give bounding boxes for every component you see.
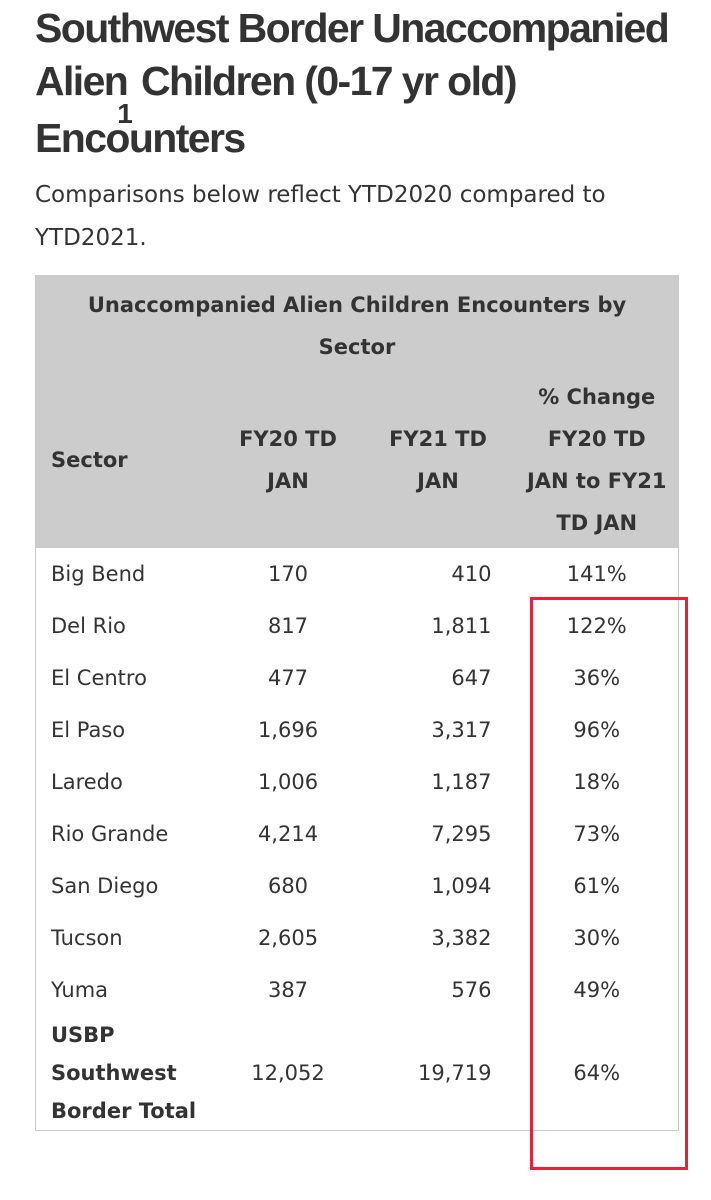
table-cell: 73% — [573, 822, 621, 846]
table-row: Tucson 2,605 3,382 30% — [36, 912, 679, 964]
table-cell: 647 — [451, 666, 492, 690]
table-cell: Rio Grande — [51, 822, 169, 846]
table-cell: Del Rio — [51, 614, 126, 638]
table-cell: 64% — [573, 1061, 621, 1085]
table-cell: 1,811 — [431, 614, 492, 638]
table-cell: 122% — [566, 614, 627, 638]
table-cell: 141% — [566, 562, 627, 586]
table-cell: 170 — [267, 562, 309, 586]
table-caption: Unaccompanied Alien Children Encounters … — [35, 275, 679, 372]
table-row: Yuma 387 576 49% — [36, 964, 679, 1016]
table-cell: 680 — [267, 874, 309, 898]
table-cell: 7,295 — [431, 822, 492, 846]
table-cell: 3,382 — [431, 926, 492, 950]
table-cell: 49% — [573, 978, 621, 1002]
table-row: San Diego 680 1,094 61% — [36, 860, 679, 912]
table-cell: 61% — [573, 874, 621, 898]
table-cell: 19,719 — [418, 1061, 492, 1085]
column-header: Sector — [35, 372, 216, 548]
table-cell: 410 — [451, 562, 492, 586]
table-cell: 18% — [573, 770, 621, 794]
table-cell: 477 — [267, 666, 309, 690]
title-text: Southwest Border Unaccompanied Alien — [35, 5, 670, 104]
table-row: Rio Grande 4,214 7,295 73% — [36, 808, 679, 860]
table-row: Big Bend 170 410 141% — [36, 548, 679, 600]
table-cell: 1,696 — [257, 718, 319, 742]
column-header: FY20 TD JAN — [215, 372, 361, 548]
table-row: Del Rio 817 1,811 122% — [36, 600, 679, 652]
title-text: Children (0-17 yr old) Encounters — [35, 58, 517, 161]
table-cell: Tucson — [51, 926, 123, 950]
table-cell: USBP Southwest Border Total — [51, 1023, 197, 1123]
table-cell: 36% — [573, 666, 621, 690]
table-row: El Paso 1,696 3,317 96% — [36, 704, 679, 756]
column-header: FY21 TD JAN — [360, 372, 516, 548]
table-cell: 1,094 — [431, 874, 492, 898]
table-cell: Yuma — [51, 978, 109, 1002]
table-cell: El Paso — [51, 718, 126, 742]
table-cell: 30% — [573, 926, 621, 950]
table-row: El Centro 477 647 36% — [36, 652, 679, 704]
table-cell: Big Bend — [51, 562, 146, 586]
table-cell: 3,317 — [431, 718, 492, 742]
table-cell: 387 — [267, 978, 309, 1002]
table-cell: 576 — [451, 978, 492, 1002]
table-cell: 2,605 — [257, 926, 319, 950]
table-cell: 96% — [573, 718, 621, 742]
highlight-box — [530, 597, 688, 1170]
table-cell: 817 — [267, 614, 309, 638]
table-cell: Laredo — [51, 770, 123, 794]
table: Unaccompanied Alien Children Encounters … — [35, 275, 679, 1131]
table-cell: 1,006 — [257, 770, 319, 794]
subtitle: Comparisons below reflect YTD2020 compar… — [35, 182, 606, 251]
table-cell: 1,187 — [431, 770, 492, 794]
table-row: Laredo 1,006 1,187 18% — [36, 756, 679, 808]
footnote-marker[interactable]: 1 — [117, 98, 133, 129]
table-cell: 12,052 — [251, 1061, 325, 1085]
table-cell: 4,214 — [257, 822, 319, 846]
column-header: % Change FY20 TD JAN to FY21 TD JAN — [515, 372, 679, 548]
table-row: USBP Southwest Border Total 12,052 19,719 6… — [36, 1016, 679, 1131]
table-cell: San Diego — [51, 874, 159, 898]
table-cell: El Centro — [51, 666, 147, 690]
title: Southwest Border Unaccompanied Alien1 Ch… — [35, 2, 675, 165]
